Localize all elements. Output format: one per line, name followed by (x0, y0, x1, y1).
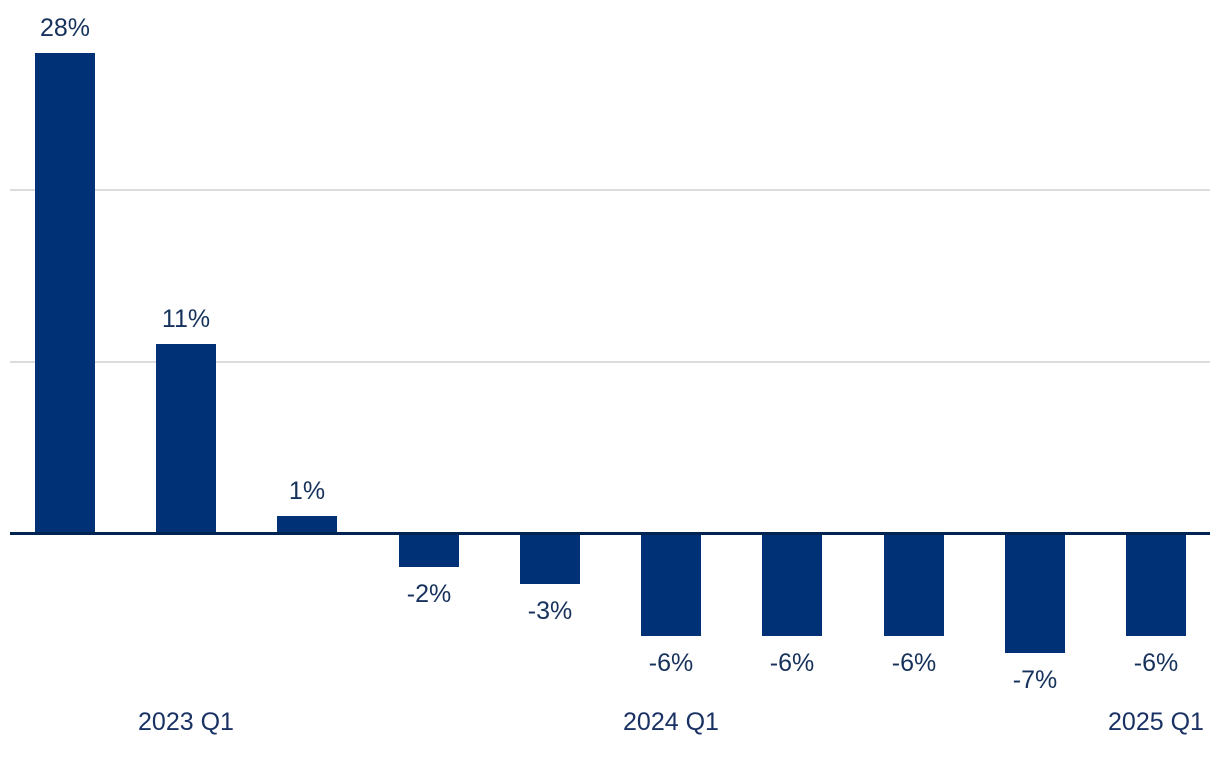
bar (1126, 533, 1186, 636)
bar (1005, 533, 1065, 653)
bar (641, 533, 701, 636)
x-axis-baseline (10, 532, 1210, 535)
bar-value-label: -6% (1133, 649, 1179, 677)
bar-value-label: -6% (648, 649, 694, 677)
x-axis-tick-label: 2024 Q1 (623, 708, 719, 736)
bar (277, 516, 337, 533)
bar-value-label: -2% (406, 580, 452, 608)
bar (520, 533, 580, 584)
gridline-10pct (10, 361, 1210, 363)
gridline-20pct (10, 189, 1210, 191)
bar-value-label: 1% (288, 477, 326, 505)
bar (399, 533, 459, 567)
bar (884, 533, 944, 636)
bar-value-label: 11% (161, 305, 211, 333)
bar-value-label: -6% (769, 649, 815, 677)
bar (35, 53, 95, 533)
x-axis-tick-label: 2025 Q1 (1108, 708, 1204, 736)
x-axis-tick-label: 2023 Q1 (138, 708, 234, 736)
bar (762, 533, 822, 636)
bar-value-label: 28% (39, 14, 91, 42)
bar (156, 344, 216, 533)
bar-value-label: -7% (1012, 666, 1058, 694)
bar-value-label: -3% (527, 597, 573, 625)
bar-value-label: -6% (891, 649, 937, 677)
